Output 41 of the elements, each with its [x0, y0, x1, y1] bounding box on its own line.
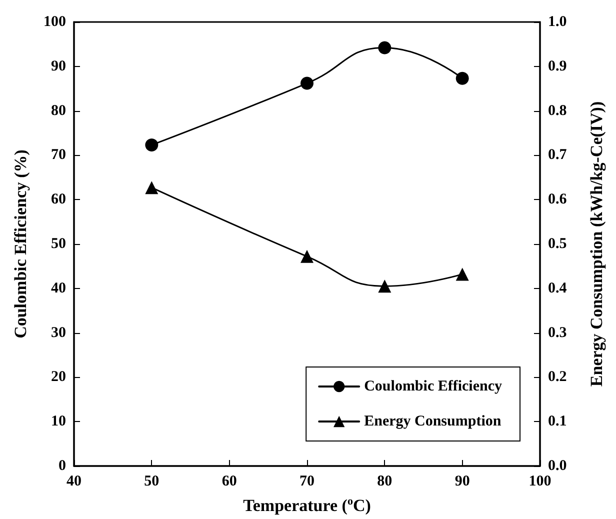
legend-label: Energy Consumption: [364, 414, 502, 430]
point: [300, 250, 314, 263]
y2-tick-label: 0.4: [548, 280, 568, 296]
y2-tick-label: 0.3: [548, 324, 567, 341]
y-tick-label: 20: [51, 369, 66, 386]
point: [456, 268, 469, 281]
x-tick-label: 60: [222, 474, 237, 490]
x-tick-label: 80: [377, 474, 392, 490]
point: [378, 41, 392, 54]
x-tick-label: 70: [300, 474, 314, 490]
y-tick-label: 100: [44, 14, 66, 30]
point: [145, 138, 158, 152]
point: [145, 181, 158, 194]
x-tick-label: 100: [528, 474, 552, 490]
y2-tick-label: 0.7: [548, 147, 568, 164]
y-tick-label: 80: [51, 102, 66, 119]
y-tick-label: 50: [51, 236, 66, 252]
y-tick-label: 10: [51, 414, 66, 430]
y2-tick-label: 1.0: [548, 14, 567, 30]
point: [456, 72, 469, 85]
y-tick-label: 60: [51, 192, 66, 208]
point: [300, 76, 314, 90]
y-tick-label: 90: [51, 58, 66, 74]
y-tick-label: 0: [58, 458, 66, 474]
x-tick-label: 40: [66, 474, 82, 490]
point: [378, 280, 392, 293]
y-axis-title: Coulombic Efficiency (%): [11, 150, 30, 338]
y2-tick-label: 0.0: [548, 458, 567, 474]
y2-tick-label: 0.5: [548, 236, 567, 252]
y2-axis-title: Energy Consumption (kWh/kg-Ce(IV)): [587, 101, 606, 387]
y-tick-label: 40: [51, 280, 66, 296]
x-tick-label: 90: [454, 474, 470, 490]
y-tick-label: 30: [51, 324, 66, 341]
legend-label: Coulombic Efficiency: [364, 378, 502, 394]
x-tick-label: 50: [144, 474, 160, 490]
y-tick-label: 70: [51, 147, 66, 164]
y2-tick-label: 0.8: [548, 102, 567, 119]
y2-tick-label: 0.2: [548, 369, 567, 386]
y2-tick-label: 0.1: [548, 414, 567, 430]
y2-tick-label: 0.6: [548, 192, 568, 208]
y2-tick-label: 0.9: [548, 58, 567, 74]
